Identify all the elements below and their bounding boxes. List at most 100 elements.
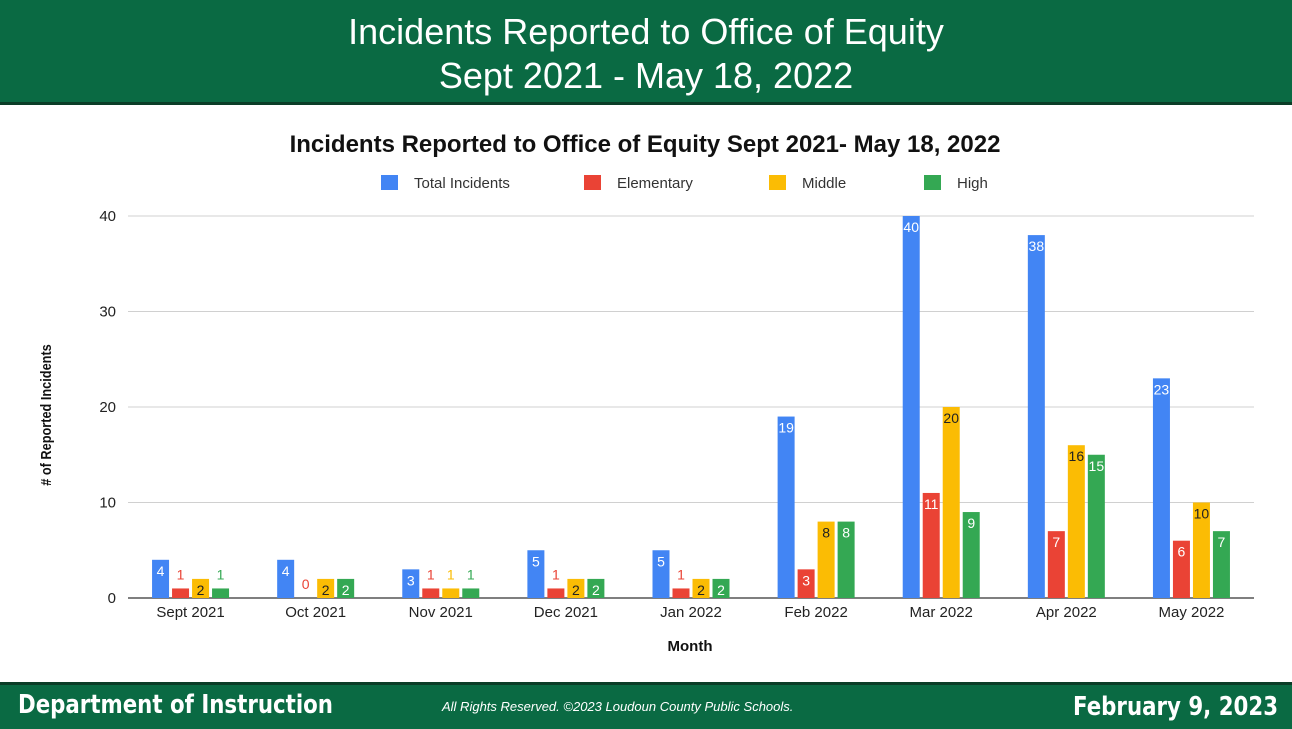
data-label-high-apr-2022: 15 [1089, 458, 1105, 474]
bar-total-incidents-jan-2022 [652, 550, 670, 598]
bar-middle-dec-2021 [567, 578, 585, 598]
bar-elementary-apr-2022 [1047, 531, 1065, 598]
data-label-elementary-nov-2021: 1 [427, 566, 435, 582]
y-tick-label: 0 [108, 590, 116, 607]
bar-elementary-jan-2022 [672, 588, 690, 598]
legend-label-elementary: Elementary [617, 175, 693, 192]
footer-date: February 9, 2023 [1072, 692, 1278, 722]
data-label-total-incidents-may-2022: 23 [1154, 381, 1170, 397]
footer-rights: All Rights Reserved. ©2023 Loudoun Count… [442, 699, 794, 714]
bar-elementary-nov-2021 [422, 588, 440, 598]
x-tick-label: May 2022 [1159, 604, 1225, 621]
bar-elementary-may-2022 [1172, 540, 1190, 598]
legend-swatch-high [924, 175, 941, 190]
data-label-high-oct-2021: 2 [342, 582, 350, 598]
bar-high-sept-2021 [212, 588, 230, 598]
legend-swatch-total-incidents [381, 175, 398, 190]
bar-total-incidents-apr-2022 [1027, 235, 1045, 598]
data-label-middle-dec-2021: 2 [572, 582, 580, 598]
slide-header: Incidents Reported to Office of Equity S… [0, 0, 1292, 105]
x-tick-label: Nov 2021 [409, 604, 473, 621]
legend-label-high: High [957, 175, 988, 192]
chart-title: Incidents Reported to Office of Equity S… [290, 131, 1001, 158]
x-axis-title: Month [668, 638, 713, 655]
data-label-total-incidents-sept-2021: 4 [157, 563, 165, 579]
data-label-elementary-jan-2022: 1 [677, 566, 685, 582]
bar-total-incidents-mar-2022 [902, 216, 920, 598]
bar-middle-oct-2021 [317, 578, 335, 598]
bar-high-jan-2022 [712, 578, 730, 598]
data-label-total-incidents-dec-2021: 5 [532, 553, 540, 569]
y-axis-title: # of Reported Incidents [37, 344, 54, 486]
bar-middle-apr-2022 [1067, 445, 1085, 598]
y-axis-ticks: 0 10 20 30 40 [99, 208, 116, 607]
legend-swatch-elementary [584, 175, 601, 190]
data-label-middle-feb-2022: 8 [822, 525, 830, 541]
chart-legend: Total Incidents Elementary Middle High [381, 175, 988, 192]
bar-high-dec-2021 [587, 578, 605, 598]
bar-high-oct-2021 [337, 578, 355, 598]
bar-high-apr-2022 [1087, 454, 1105, 598]
data-label-total-incidents-mar-2022: 40 [903, 219, 919, 235]
bar-total-incidents-nov-2021 [402, 569, 420, 598]
data-label-total-incidents-feb-2022: 19 [778, 420, 794, 436]
data-label-elementary-mar-2022: 11 [924, 496, 939, 512]
bar-middle-jan-2022 [692, 578, 710, 598]
data-label-high-mar-2022: 9 [967, 515, 975, 531]
x-tick-label: Oct 2021 [285, 604, 346, 621]
x-tick-label: Jan 2022 [660, 604, 722, 621]
data-label-middle-mar-2022: 20 [943, 410, 959, 426]
bar-high-may-2022 [1212, 531, 1230, 598]
data-label-high-dec-2021: 2 [592, 582, 600, 598]
data-label-middle-oct-2021: 2 [322, 582, 330, 598]
incidents-bar-chart: Incidents Reported to Office of Equity S… [37, 131, 1254, 655]
bar-total-incidents-oct-2021 [277, 559, 295, 598]
y-tick-label: 40 [99, 208, 116, 225]
chart-bars [152, 216, 1230, 598]
bar-elementary-feb-2022 [797, 569, 815, 598]
data-label-middle-apr-2022: 16 [1069, 448, 1085, 464]
data-label-elementary-dec-2021: 1 [552, 566, 560, 582]
bar-total-incidents-dec-2021 [527, 550, 545, 598]
data-label-elementary-oct-2021: 0 [302, 576, 310, 592]
data-label-middle-sept-2021: 2 [197, 582, 205, 598]
bar-elementary-mar-2022 [922, 492, 940, 598]
bar-total-incidents-sept-2021 [152, 559, 170, 598]
bar-total-incidents-may-2022 [1152, 378, 1170, 598]
legend-label-total-incidents: Total Incidents [414, 175, 510, 192]
data-label-high-jan-2022: 2 [717, 582, 725, 598]
bar-middle-may-2022 [1192, 502, 1210, 598]
legend-swatch-middle [769, 175, 786, 190]
data-label-high-sept-2021: 1 [217, 566, 225, 582]
data-label-middle-may-2022: 10 [1194, 506, 1210, 522]
data-label-total-incidents-jan-2022: 5 [657, 553, 665, 569]
x-tick-label: Feb 2022 [784, 604, 847, 621]
bar-middle-sept-2021 [192, 578, 210, 598]
footer-department: Department of Instruction [18, 690, 333, 720]
y-tick-label: 30 [99, 304, 116, 321]
x-axis-ticks: Sept 2021 Oct 2021 Nov 2021 Dec 2021 Jan 202… [156, 604, 1224, 621]
data-label-elementary-apr-2022: 7 [1052, 534, 1060, 550]
x-tick-label: Sept 2021 [156, 604, 224, 621]
data-label-total-incidents-apr-2022: 38 [1029, 238, 1045, 254]
data-label-high-may-2022: 7 [1218, 534, 1226, 550]
bar-total-incidents-feb-2022 [777, 416, 795, 598]
data-label-elementary-may-2022: 6 [1178, 544, 1186, 560]
bar-middle-nov-2021 [442, 588, 460, 598]
data-label-middle-jan-2022: 2 [697, 582, 705, 598]
bar-high-mar-2022 [962, 512, 980, 598]
x-tick-label: Dec 2021 [534, 604, 598, 621]
data-label-high-feb-2022: 8 [842, 525, 850, 541]
bar-high-feb-2022 [837, 521, 855, 598]
x-tick-label: Mar 2022 [910, 604, 973, 621]
bar-elementary-sept-2021 [172, 588, 190, 598]
y-tick-label: 10 [99, 495, 116, 512]
bar-middle-mar-2022 [942, 407, 960, 598]
data-label-elementary-feb-2022: 3 [802, 572, 810, 588]
slide-title-line2: Sept 2021 - May 18, 2022 [438, 55, 854, 96]
y-tick-label: 20 [99, 399, 116, 416]
x-tick-label: Apr 2022 [1036, 604, 1097, 621]
chart-gridlines [128, 215, 1254, 599]
bar-elementary-dec-2021 [547, 588, 565, 598]
